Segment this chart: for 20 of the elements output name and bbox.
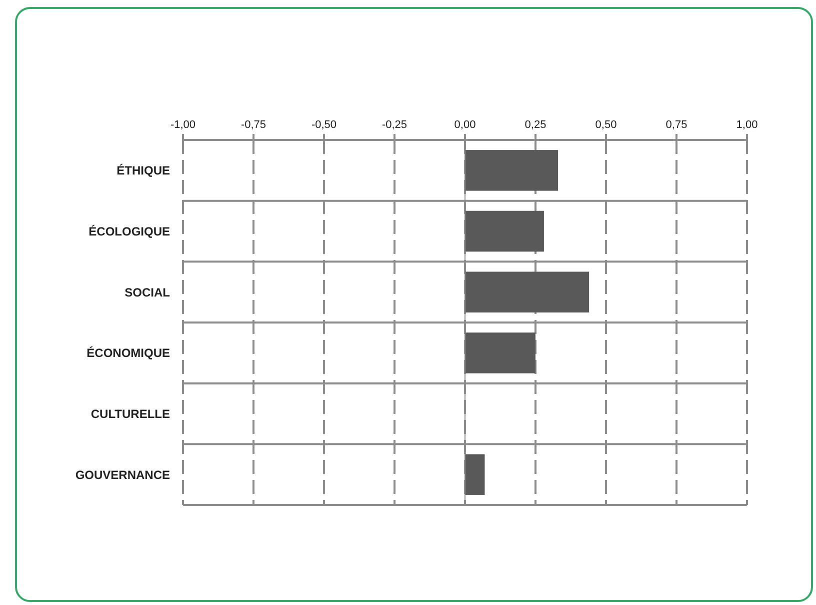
x-tick-label: -0,75 <box>240 119 266 131</box>
bar <box>465 332 536 374</box>
x-tick-label: 0,50 <box>595 119 617 131</box>
y-tick-label: ÉCONOMIQUE <box>86 346 170 360</box>
x-tick-label: 0,00 <box>454 119 476 131</box>
x-tick-label: -0,25 <box>382 119 408 131</box>
bar <box>465 210 544 252</box>
y-tick-label: CULTURELLE <box>90 406 170 421</box>
x-tick-label: -0,50 <box>311 119 337 131</box>
x-tick-label: 0,75 <box>666 119 688 131</box>
x-tick-label: 1,00 <box>736 119 758 131</box>
bar <box>465 150 558 191</box>
y-tick-label: ÉTHIQUE <box>116 164 170 178</box>
x-tick-label: 0,25 <box>524 119 546 131</box>
x-tick-label: -1,00 <box>170 119 196 131</box>
y-tick-label: GOUVERNANCE <box>75 468 170 482</box>
y-tick-label: ÉCOLOGIQUE <box>88 224 170 238</box>
bar <box>465 454 485 495</box>
y-tick-label: SOCIAL <box>124 285 170 300</box>
bar <box>465 272 590 312</box>
